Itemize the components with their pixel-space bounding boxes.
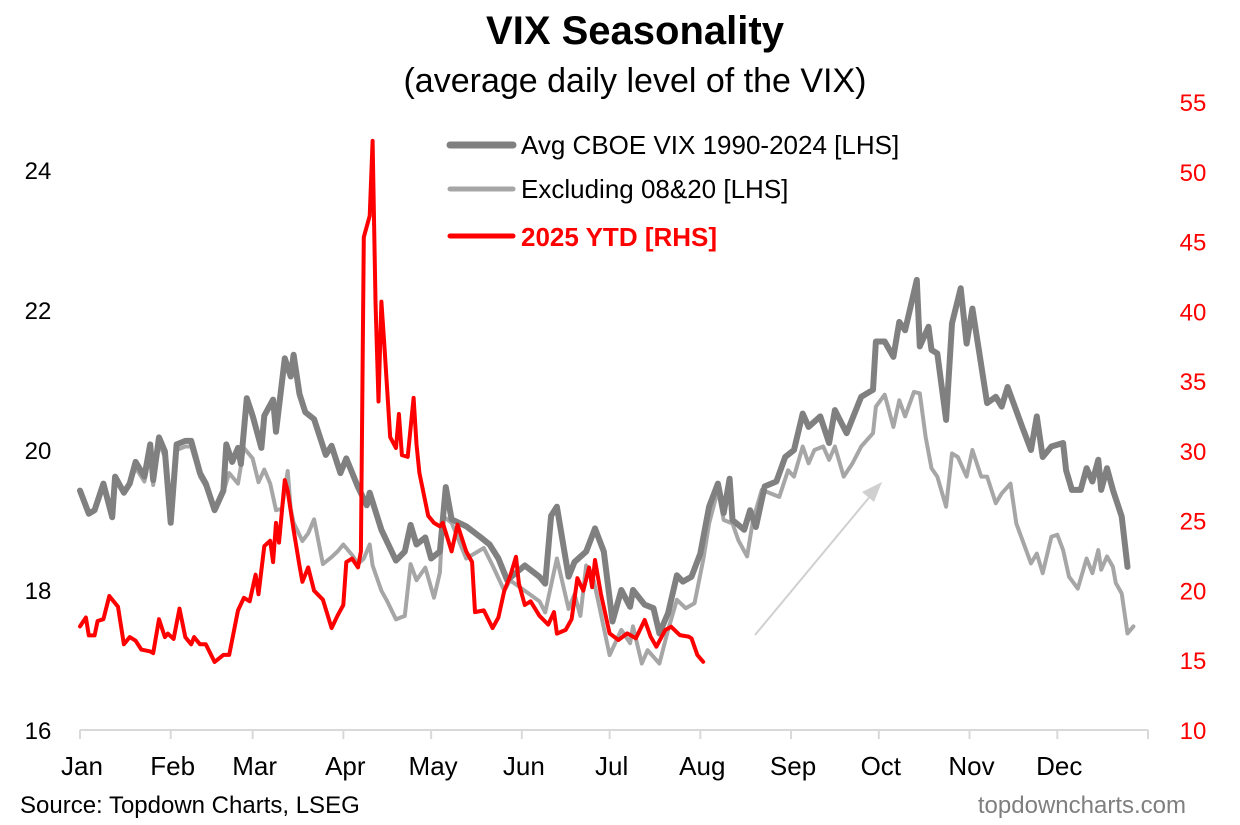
right-tick-label: 10 [1180,718,1207,745]
left-tick-label: 22 [25,298,52,325]
legend-item-2025: 2025 YTD [RHS] [447,222,717,252]
series-layer [77,138,1136,666]
right-tick-label: 40 [1180,299,1207,326]
watermark: topdowncharts.com [978,792,1186,819]
series-avg-vix-line [77,276,1131,637]
x-tick-label: Jun [503,751,545,781]
legend-label-2025: 2025 YTD [RHS] [521,222,717,252]
chart-title: VIX Seasonality [486,9,785,53]
trend-arrow-annotation [754,482,882,636]
legend: Avg CBOE VIX 1990-2024 [LHS] Excluding 0… [446,130,899,252]
right-axis: 10 15 20 25 30 35 40 45 50 55 [1180,90,1207,745]
right-tick-label: 35 [1180,369,1207,396]
left-axis: 16 18 20 22 24 [25,158,52,745]
x-tick-label: Feb [150,751,195,781]
x-tick-label: Mar [232,751,277,781]
left-tick-label: 16 [25,718,52,745]
left-tick-label: 24 [25,158,52,185]
legend-item-avg: Avg CBOE VIX 1990-2024 [LHS] [446,130,899,160]
legend-label-avg: Avg CBOE VIX 1990-2024 [LHS] [521,130,899,160]
x-tick-label: Jan [61,751,103,781]
x-tick-label: Aug [679,751,725,781]
chart-subtitle: (average daily level of the VIX) [403,62,866,100]
series-2025-ytd-line [78,138,706,664]
x-axis: Jan Feb Mar Apr May Jun Jul Aug Sep Oct Nov Dec [61,729,1149,781]
x-tick-label: Jul [595,751,628,781]
legend-item-excluding: Excluding 08&20 [LHS] [447,174,788,204]
right-tick-label: 50 [1180,160,1207,187]
x-tick-label: Sep [770,751,816,781]
legend-label-excluding: Excluding 08&20 [LHS] [521,174,788,204]
x-tick-label: Oct [861,751,902,781]
right-tick-label: 15 [1180,648,1207,675]
source-note: Source: Topdown Charts, LSEG [20,792,360,819]
right-tick-label: 30 [1180,439,1207,466]
left-tick-label: 20 [25,438,52,465]
x-tick-label: Dec [1036,751,1082,781]
right-tick-label: 55 [1180,90,1207,117]
right-tick-label: 20 [1180,578,1207,605]
right-tick-label: 25 [1180,509,1207,536]
x-tick-label: Apr [325,751,366,781]
left-tick-label: 18 [25,578,52,605]
x-tick-label: Nov [948,751,994,781]
right-tick-label: 45 [1180,230,1207,257]
x-tick-label: May [409,751,458,781]
